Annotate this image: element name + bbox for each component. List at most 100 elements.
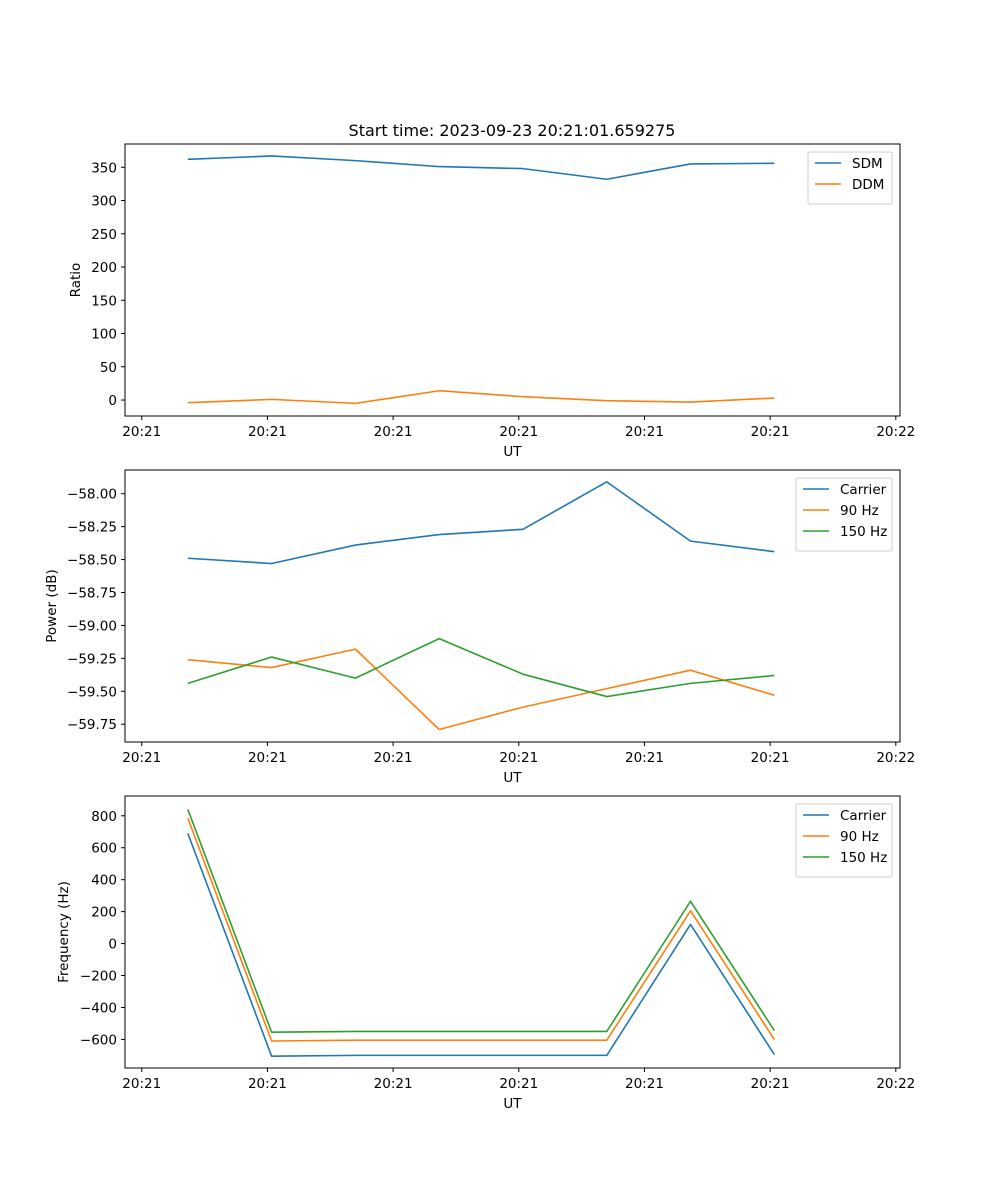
y-tick-label: −59.75 <box>67 717 117 733</box>
data-point <box>186 682 189 685</box>
y-tick-label: 800 <box>91 809 117 825</box>
data-point <box>773 162 776 165</box>
data-point <box>773 694 776 697</box>
legend: Carrier 90 Hz 150 Hz <box>795 477 893 552</box>
data-point <box>354 677 357 680</box>
y-tick-label: 350 <box>91 160 117 176</box>
x-tick-label: 20:21 <box>625 1076 664 1092</box>
data-point <box>689 162 692 165</box>
data-point <box>270 562 273 565</box>
data-point <box>354 648 357 651</box>
y-axis-label: Frequency (Hz) <box>56 881 72 983</box>
data-point <box>270 154 273 157</box>
data-point <box>605 687 608 690</box>
series-line-150-hz <box>187 809 775 1034</box>
y-tick-label: 50 <box>100 360 117 376</box>
data-point <box>186 401 189 404</box>
y-tick-label: 200 <box>91 260 117 276</box>
axes-frame <box>124 469 901 743</box>
y-tick-label: 0 <box>108 937 117 953</box>
data-point <box>773 674 776 677</box>
data-point <box>270 1055 273 1058</box>
data-point <box>354 402 357 405</box>
x-tick-label: 20:21 <box>248 750 287 766</box>
data-point <box>521 395 524 398</box>
y-tick-label: −600 <box>80 1032 117 1048</box>
y-tick-label: 250 <box>91 227 117 243</box>
x-tick-label: 20:22 <box>876 750 915 766</box>
data-point <box>354 159 357 162</box>
data-point <box>354 1054 357 1057</box>
y-tick-label: −59.50 <box>67 684 117 700</box>
data-point <box>438 1054 441 1057</box>
x-tick-label: 20:21 <box>499 750 538 766</box>
y-tick-label: 150 <box>91 293 117 309</box>
y-tick-label: 600 <box>91 841 117 857</box>
data-point <box>605 399 608 402</box>
y-tick-label: −400 <box>80 1000 117 1016</box>
data-point <box>438 389 441 392</box>
legend-label: SDM <box>852 156 883 172</box>
data-point <box>773 550 776 553</box>
axes-frame <box>124 795 901 1069</box>
x-tick-label: 20:21 <box>751 1076 790 1092</box>
y-tick-label: −58.00 <box>67 487 117 503</box>
data-point <box>270 656 273 659</box>
y-tick-label: 100 <box>91 327 117 343</box>
data-point <box>521 1039 524 1042</box>
x-tick-label: 20:22 <box>876 424 915 440</box>
legend-box <box>795 803 893 878</box>
data-point <box>521 706 524 709</box>
series-line-sdm <box>187 155 775 181</box>
x-tick-label: 20:21 <box>374 1076 413 1092</box>
data-point <box>438 637 441 640</box>
series-line-ddm <box>187 389 775 405</box>
x-tick-label: 20:22 <box>876 1076 915 1092</box>
x-tick-label: 20:21 <box>751 424 790 440</box>
data-point <box>689 682 692 685</box>
data-point <box>689 900 692 903</box>
chart-panel-3: 20:21 20:21 20:21 20:21 20:21 20:21 20:22 −600 −… <box>56 795 915 1112</box>
y-tick-label: −59.25 <box>67 651 117 667</box>
x-tick-label: 20:21 <box>625 750 664 766</box>
data-point <box>689 669 692 672</box>
data-point <box>773 1029 776 1032</box>
data-point <box>605 1054 608 1057</box>
legend-label: 90 Hz <box>840 503 879 519</box>
data-point <box>605 695 608 698</box>
data-point <box>438 533 441 536</box>
x-tick-label: 20:21 <box>751 750 790 766</box>
legend-label: Carrier <box>840 482 887 498</box>
data-point <box>438 1030 441 1033</box>
legend-label: 150 Hz <box>840 524 887 540</box>
data-point <box>689 923 692 926</box>
y-tick-label: −58.75 <box>67 585 117 601</box>
legend-box <box>795 477 893 552</box>
chart-panel-1: 20:21 20:21 20:21 20:21 20:21 20:21 20:22 0 50 10… <box>68 143 915 460</box>
data-point <box>186 658 189 661</box>
data-point <box>605 1039 608 1042</box>
data-point <box>605 480 608 483</box>
series-line-carrier <box>187 481 775 565</box>
data-point <box>521 1030 524 1033</box>
data-point <box>689 909 692 912</box>
y-axis-label: Power (dB) <box>44 569 60 642</box>
data-point <box>186 158 189 161</box>
y-tick-label: −59.00 <box>67 618 117 634</box>
data-point <box>521 167 524 170</box>
data-point <box>689 540 692 543</box>
data-point <box>354 544 357 547</box>
data-point <box>186 832 189 835</box>
x-tick-label: 20:21 <box>122 424 161 440</box>
x-axis-label: UT <box>503 770 522 786</box>
x-tick-label: 20:21 <box>374 424 413 440</box>
x-axis-label: UT <box>503 1096 522 1112</box>
data-point <box>605 178 608 181</box>
series-line-90-hz <box>187 817 775 1042</box>
x-tick-label: 20:21 <box>499 1076 538 1092</box>
series-line-150-hz <box>187 637 775 698</box>
legend-label: 90 Hz <box>840 829 879 845</box>
axes-frame <box>124 143 901 417</box>
data-point <box>186 808 189 811</box>
data-point <box>773 397 776 400</box>
